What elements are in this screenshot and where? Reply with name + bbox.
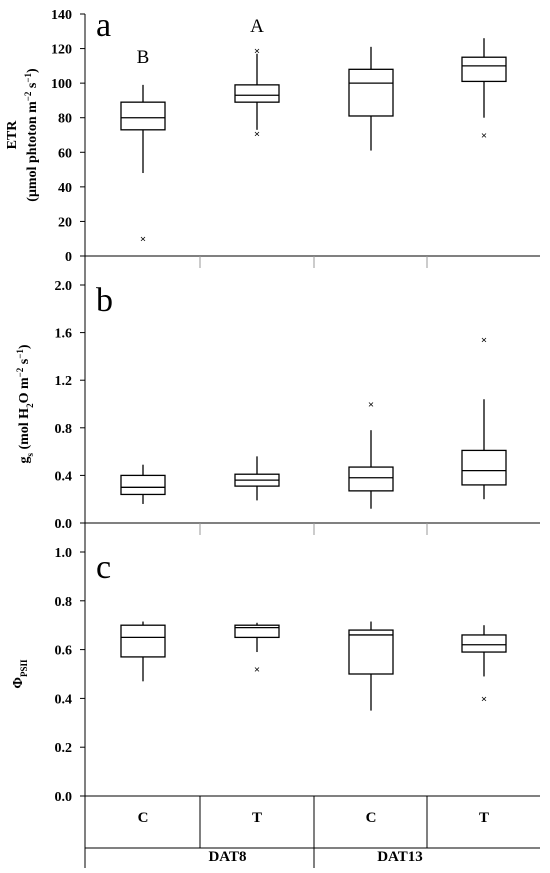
y-tick-label: 0.4 [55,692,73,707]
y-tick-label: 120 [51,43,72,58]
ylabel-part: 2 [25,403,35,408]
significance-letter: B [137,47,150,68]
y-tick-label: 0.8 [55,595,73,610]
panel-letter: c [96,549,111,586]
iqr-box [120,624,166,658]
iqr-box [348,68,394,117]
ylabel-part: −2 [15,367,25,377]
outlier-point: × [254,45,260,57]
outlier-point: × [481,335,487,347]
outlier-point: × [481,130,487,142]
ylabel-part: (mol H [17,408,32,453]
y-tick-label: 0.0 [55,790,73,805]
ylabel-part: O m [17,377,32,403]
ylabel-part: −2 [23,91,33,101]
ylabel-part: −1 [15,349,25,359]
outlier-point: × [368,399,374,411]
outlier-point: × [254,128,260,140]
y-axis-label: gs (mol H2O m−2 s−1) [15,344,35,463]
y-tick-label: 0.4 [55,469,73,484]
y-axis-label: ETR [5,120,20,150]
outlier-point: × [140,234,146,246]
x-category-label: C [138,810,149,826]
ylabel-part: ) [25,68,40,73]
x-group-label: DAT8 [208,849,246,865]
iqr-box [461,634,507,653]
y-tick-label: 1.6 [55,327,73,342]
y-tick-label: 100 [51,77,72,92]
ylabel-part: PSII [19,659,29,677]
y-tick-label: 80 [58,112,72,127]
ylabel-part: g [17,457,32,464]
y-tick-label: 20 [58,215,72,230]
iqr-box [461,449,507,486]
y-tick-label: 2.0 [55,279,73,294]
y-tick-label: 0.6 [55,644,73,659]
ylabel-part: s [17,358,32,368]
iqr-box [348,466,394,492]
ylabel-part: (μmol phtoton m [25,101,40,202]
y-axis-label-units: (μmol phtoton m−2 s−1) [23,68,40,202]
x-category-label: T [252,810,262,826]
panel-letter: a [96,7,111,44]
y-tick-label: 1.0 [55,546,73,561]
outlier-point: × [481,693,487,705]
y-tick-label: 0.2 [55,741,73,756]
x-category-label: C [366,810,377,826]
ylabel-part: s [25,82,40,92]
y-axis-label: ΦPSII [11,659,29,689]
x-category-label: T [479,810,489,826]
y-tick-label: 1.2 [55,374,73,389]
ylabel-part: ) [17,344,32,349]
y-tick-label: 0 [65,250,72,265]
iqr-box [120,474,166,496]
significance-letter: A [250,16,264,37]
iqr-box [120,101,166,131]
ylabel-part: −1 [23,72,33,82]
iqr-box [348,629,394,675]
y-tick-label: 40 [58,181,72,196]
y-tick-label: 140 [51,8,72,23]
ylabel-part: s [25,453,35,457]
panel-letter: b [96,282,113,319]
outlier-point: × [254,664,260,676]
y-tick-label: 0.0 [55,517,73,532]
iqr-box [461,56,507,83]
iqr-box [234,84,280,103]
y-tick-label: 60 [58,146,72,161]
ylabel-part: Φ [11,677,26,689]
x-group-label: DAT13 [377,849,423,865]
y-tick-label: 0.8 [55,422,73,437]
